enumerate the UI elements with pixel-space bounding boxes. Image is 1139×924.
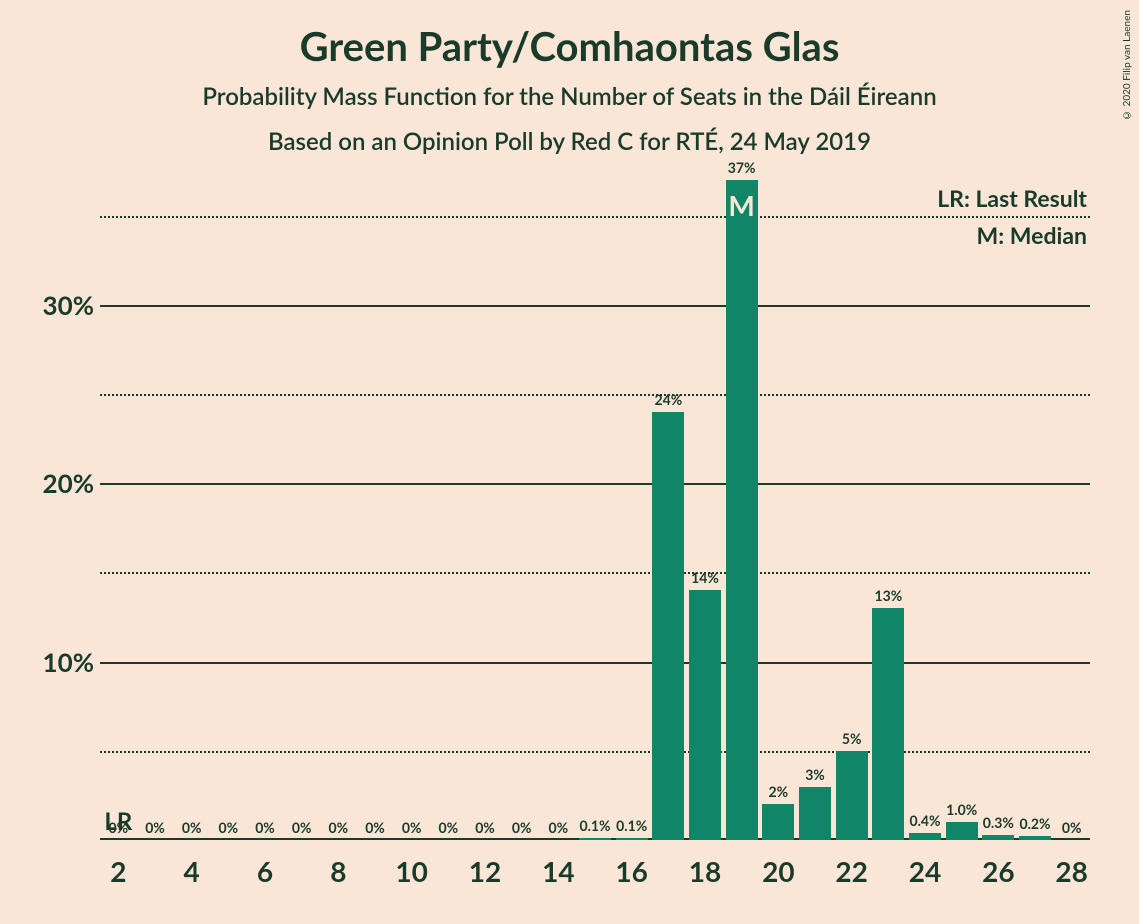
- x-tick-label: 14: [542, 854, 574, 888]
- bar-slot: 0.3%: [982, 180, 1014, 840]
- chart-subtitle-1: Probability Mass Function for the Number…: [0, 82, 1139, 111]
- y-tick-label: 30%: [18, 289, 94, 321]
- chart-subtitle-2: Based on an Opinion Poll by Red C for RT…: [0, 127, 1139, 156]
- x-tick-label: 12: [469, 854, 501, 888]
- bar: [689, 590, 721, 840]
- x-tick-label: 6: [257, 854, 273, 888]
- bar: [799, 787, 831, 841]
- bar: [579, 838, 611, 840]
- bar: [836, 751, 868, 840]
- x-tick-label: 18: [689, 854, 721, 888]
- bar-slot: 0%: [1056, 180, 1088, 840]
- bar: [652, 412, 684, 840]
- bar-value-label: 0%: [1042, 819, 1102, 836]
- bar-slot: 0%: [469, 180, 501, 840]
- x-tick-label: 22: [835, 854, 867, 888]
- x-tick-label: 28: [1055, 854, 1087, 888]
- x-tick-label: 10: [395, 854, 427, 888]
- bar-slot: 13%: [872, 180, 904, 840]
- bar-slot: 0%: [249, 180, 281, 840]
- bar-slot: 0%: [359, 180, 391, 840]
- bar-slot: 5%: [836, 180, 868, 840]
- bar: [982, 835, 1014, 840]
- bar: [616, 838, 648, 840]
- title-block: Green Party/Comhaontas Glas Probability …: [0, 0, 1139, 156]
- bar-slot: 0.4%: [909, 180, 941, 840]
- last-result-marker: LR: [104, 807, 132, 836]
- bar: [726, 180, 758, 840]
- x-tick-label: 20: [762, 854, 794, 888]
- x-tick-label: 26: [982, 854, 1014, 888]
- bar-slot: 2%: [762, 180, 794, 840]
- bar-chart: 10%20%30% 0%0%0%0%0%0%0%0%0%0%0%0%0%0.1%…: [100, 180, 1090, 840]
- bar: [909, 833, 941, 840]
- bar: [1019, 836, 1051, 840]
- bar-slot: 1.0%: [946, 180, 978, 840]
- x-tick-label: 16: [615, 854, 647, 888]
- bar-slot: 0%: [432, 180, 464, 840]
- bar-slot: 0%: [542, 180, 574, 840]
- bars-container: 0%0%0%0%0%0%0%0%0%0%0%0%0%0.1%0.1%24%14%…: [100, 180, 1090, 840]
- bar-slot: 0%: [102, 180, 134, 840]
- chart-title: Green Party/Comhaontas Glas: [0, 22, 1139, 70]
- median-marker: M: [728, 180, 754, 222]
- bar: [872, 608, 904, 840]
- bar-slot: 0%: [176, 180, 208, 840]
- bar-slot: 0%: [212, 180, 244, 840]
- x-tick-label: 8: [330, 854, 346, 888]
- bar-slot: 24%: [652, 180, 684, 840]
- bar-slot: 0%: [139, 180, 171, 840]
- x-axis: 246810121416182022242628: [100, 848, 1090, 908]
- bar-slot: 0.1%: [579, 180, 611, 840]
- y-tick-label: 20%: [18, 467, 94, 499]
- bar-slot: 0%: [286, 180, 318, 840]
- bar-slot: 14%: [689, 180, 721, 840]
- bar-slot: 0%: [322, 180, 354, 840]
- x-tick-label: 2: [110, 854, 126, 888]
- bar-value-label: 37%: [712, 159, 772, 176]
- bar-slot: 0%: [396, 180, 428, 840]
- y-tick-label: 10%: [18, 646, 94, 678]
- copyright-text: © 2020 Filip van Laenen: [1121, 10, 1133, 121]
- bar-slot: 37%M: [726, 180, 758, 840]
- x-tick-label: 4: [184, 854, 200, 888]
- bar-slot: 0.2%: [1019, 180, 1051, 840]
- bar: [762, 804, 794, 840]
- bar-slot: 0.1%: [616, 180, 648, 840]
- x-tick-label: 24: [909, 854, 941, 888]
- bar-slot: 0%: [506, 180, 538, 840]
